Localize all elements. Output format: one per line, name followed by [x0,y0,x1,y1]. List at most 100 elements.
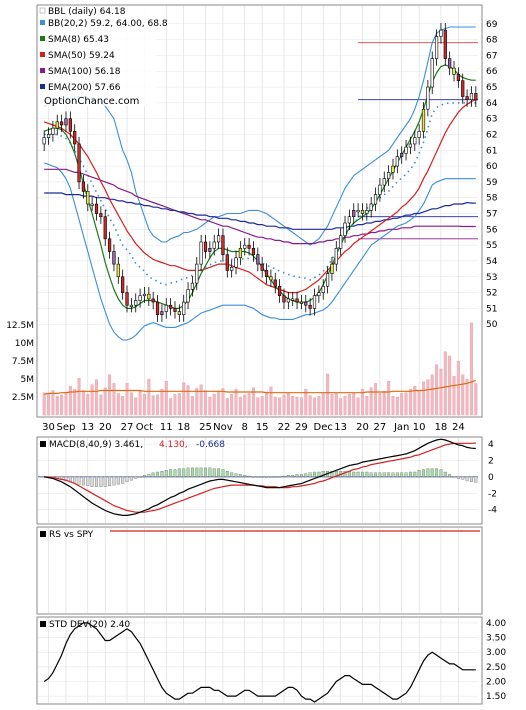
candle-body [395,156,399,167]
macd-histogram-bar [73,476,77,484]
volume-bar [199,384,203,416]
macd-histogram-bar [422,469,425,478]
candle-body [94,203,99,214]
volume-bar [273,396,277,416]
candle-body [330,263,334,274]
volume-bar [212,393,216,416]
volume-bar [382,391,386,416]
x-tick-label: 30 [42,422,55,433]
volume-bar [326,373,330,416]
volume-bar [391,396,395,416]
std-dev-line [43,622,476,703]
grid-lines [38,6,478,703]
macd-histogram-bar [221,469,225,478]
macd-histogram-bar [313,471,316,478]
candle-body [373,194,378,205]
macd-indicator: 4 2 0 -2 -4 [38,438,497,517]
volume-bar [156,394,160,416]
candle-body [382,178,386,186]
volume-tick-label: 12.5M [6,321,34,331]
volume-bar [116,393,120,416]
volume-bar [312,397,317,416]
macd-histogram-bar [186,467,190,478]
volume-bar [452,375,456,416]
volume-bar [456,360,460,416]
macd-histogram-bar [90,476,94,487]
volume-bar [321,393,325,416]
watermark: OptionChance.com [44,96,139,107]
candle-body [221,235,225,255]
volume-bar [330,393,334,416]
volume-bar [404,392,408,416]
macd-histogram-bar [260,476,264,478]
x-tick-label: 29 [295,422,308,433]
volume-bar [142,393,146,416]
x-tick-label: 18 [177,422,190,433]
legend-swatch-5 [40,84,45,89]
candle-body [365,210,369,214]
volume-bar [387,380,391,416]
candle-body [347,216,351,224]
x-tick-label: 13 [81,422,94,433]
macd-histogram-bar [374,472,377,478]
candle-body [465,96,469,100]
volume-bar [295,396,299,416]
std-panel-frame [36,616,483,705]
volume-bar [352,392,356,416]
macd-legend-hist: -0.668 [196,440,225,450]
volume-bar [278,397,282,416]
macd-histogram-bar [273,476,277,478]
x-tick-label: Sep [57,422,76,433]
legend-swatch-2 [40,36,45,41]
macd-histogram-bar [64,476,68,482]
x-tick-label: 13 [334,422,347,433]
volume-bar [60,394,64,416]
volume-bar [417,391,421,416]
volume-bar [339,398,343,416]
candle-body [103,216,107,240]
volume-bar [413,386,417,416]
volume-bar [108,374,112,416]
macd-histogram-bar [225,471,229,478]
sma100-line [44,168,476,245]
volume-bar [461,374,465,416]
macd-legend-signal: 4.130, [159,440,188,450]
macd-histogram-bar [304,473,308,478]
macd-histogram-bar [291,475,295,478]
macd-histogram-bar [121,476,125,484]
candle-body [269,276,273,281]
macd-panel-frame [36,436,483,525]
volume-bar [55,396,59,416]
y-tick-label: 61 [486,146,497,156]
legend-swatch-0 [39,7,46,14]
macd-histogram-bar [395,472,399,478]
macd-histogram-bar [452,476,456,478]
candle-body [155,301,160,316]
axis-labels: 30 Sep 13 20 27 Oct 11 18 25 Nov 8 15 22 29 Dec 13 20 27 J… [6,20,498,433]
macd-histogram-bar [99,476,103,487]
candle-body [434,36,439,59]
y-tick-label: 56 [486,225,498,235]
candle-body [452,67,456,75]
bollinger-lower-line [44,162,476,341]
candle-body [247,244,251,249]
macd-histogram-bar [387,472,391,478]
candle-body [391,165,395,173]
rs-legend-swatch [40,531,46,537]
candle-body [299,301,304,304]
legend-bbl: BBL (daily) 64.18 [48,7,126,17]
std-tick-label: 2.50 [486,663,506,673]
volume-bar [299,397,303,416]
candle-body [352,210,356,217]
macd-histogram-bar [413,471,417,478]
candle-body [77,143,81,183]
volume-bar [426,379,430,416]
candle-body [378,184,382,195]
candle-body [339,235,343,249]
candle-body [264,270,269,278]
candle-body [107,238,112,252]
candle-body [238,248,242,259]
candle-body [278,285,282,297]
candle-body [225,254,229,271]
macd-histogram-bar [103,476,107,487]
